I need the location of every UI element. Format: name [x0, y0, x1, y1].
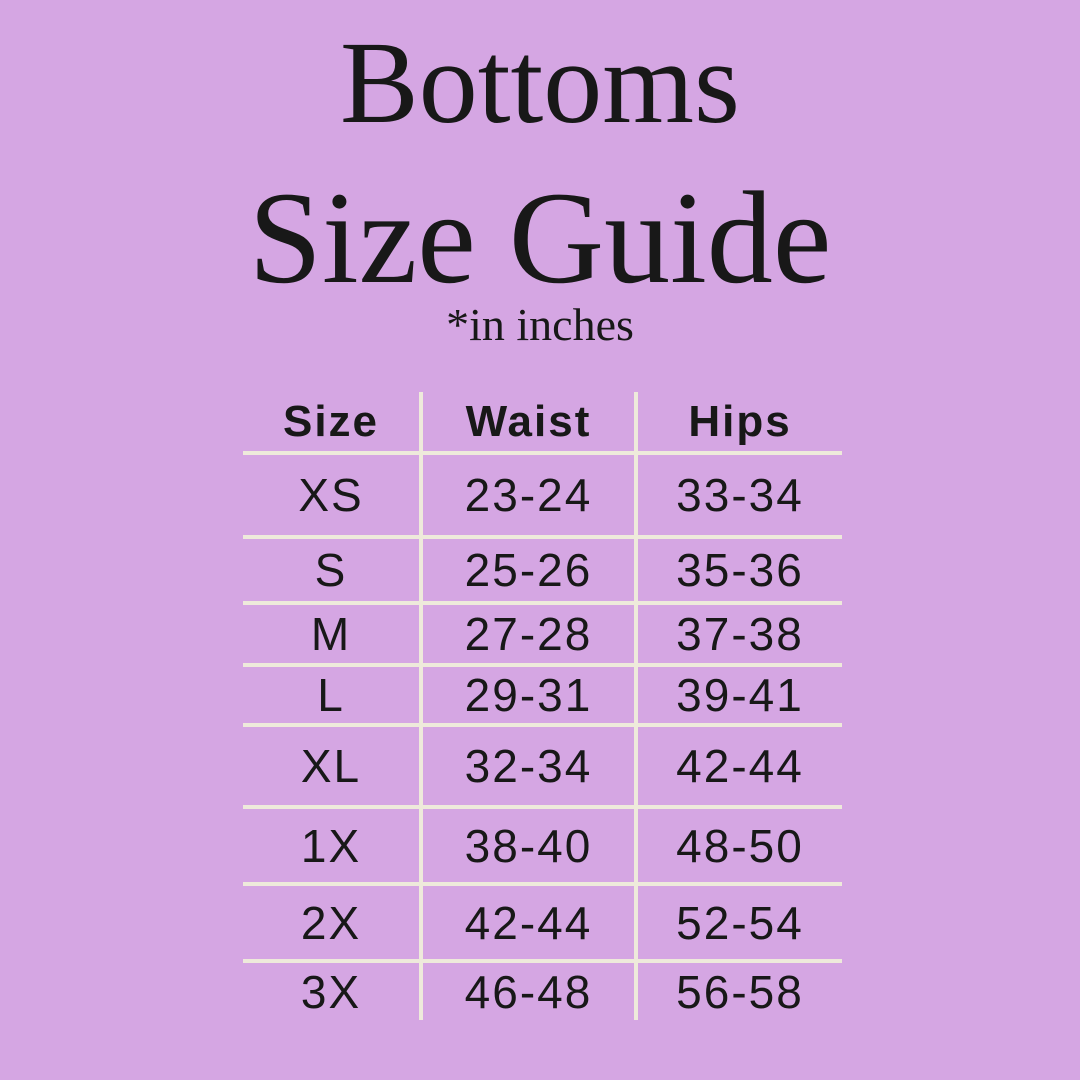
- table-cell: 23-24: [423, 455, 638, 539]
- table-cell: 42-44: [638, 727, 842, 809]
- table-cell: 2X: [243, 886, 423, 963]
- header-cell-size: Size: [243, 392, 423, 455]
- page-title-line-2: Size Guide: [248, 164, 832, 311]
- table-cell: XL: [243, 727, 423, 809]
- table-cell: 1X: [243, 809, 423, 886]
- table-cell: L: [243, 667, 423, 727]
- header-cell-hips: Hips: [638, 392, 842, 455]
- table-cell: 37-38: [638, 605, 842, 667]
- table-cell: 38-40: [423, 809, 638, 886]
- table-cell: XS: [243, 455, 423, 539]
- table-cell: 56-58: [676, 965, 804, 1018]
- table-cell: M: [243, 605, 423, 667]
- table-cell: 32-34: [423, 727, 638, 809]
- page-title-line-1: Bottoms: [340, 17, 740, 148]
- table-cell: 29-31: [423, 667, 638, 727]
- table-cell: 3X: [243, 963, 423, 1020]
- table-cell: 25-26: [423, 539, 638, 605]
- header-cell-waist: Waist: [423, 392, 638, 455]
- size-table: Size Waist Hips XS 23-24 33-34 S 25-26 3…: [243, 392, 842, 1020]
- table-cell: S: [243, 539, 423, 605]
- table-cell: 52-54: [638, 886, 842, 963]
- table-cell: 27-28: [423, 605, 638, 667]
- table-cell: 33-34: [638, 455, 842, 539]
- units-note: *in inches: [446, 299, 634, 350]
- table-cell: 48-50: [638, 809, 842, 886]
- table-cell: 42-44: [423, 886, 638, 963]
- table-cell: 35-36: [638, 539, 842, 605]
- table-cell: 39-41: [638, 667, 842, 727]
- table-cell: 46-48: [423, 963, 638, 1020]
